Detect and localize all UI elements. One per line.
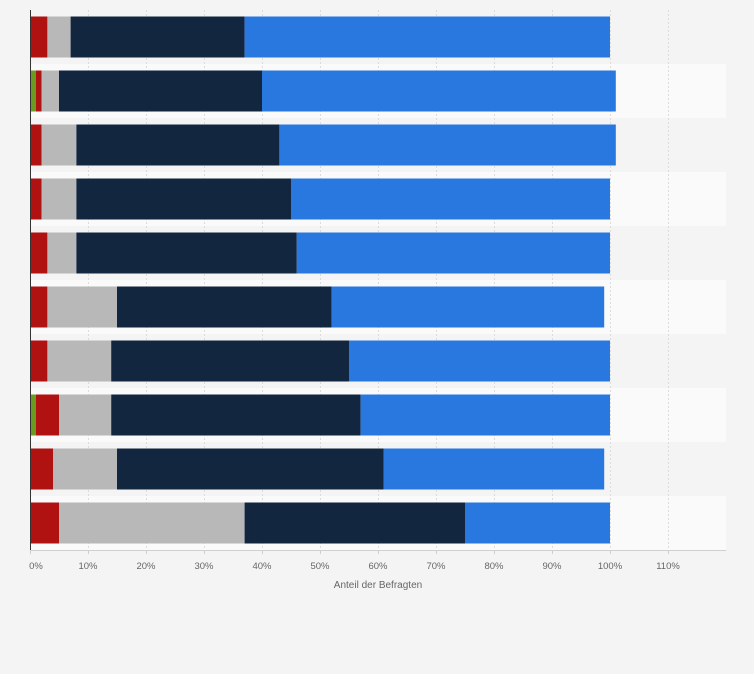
x-tick-label: 100% [598, 561, 623, 572]
bar-segment [47, 286, 117, 328]
bar-segment [360, 394, 610, 436]
bar-segment [59, 502, 245, 544]
bar-segment [59, 394, 112, 436]
bar-segment [30, 286, 48, 328]
x-tick-label: 20% [136, 561, 156, 572]
x-tick-label: 110% [656, 561, 680, 572]
bar-segment [76, 178, 292, 220]
x-axis: 0% 10% 20% 30% 40% 50% 60% 70% 80% 90% 100% 110% [29, 10, 726, 572]
bar-segment [47, 232, 77, 274]
bar-segments [30, 16, 616, 544]
bar-segment [30, 232, 48, 274]
bar-segment [35, 70, 42, 112]
bar-segment [111, 394, 361, 436]
bar-segment [76, 124, 280, 166]
bar-segment [59, 70, 262, 112]
bar-segment [30, 178, 42, 220]
bar-segment [30, 124, 42, 166]
x-tick-label: 80% [484, 561, 504, 572]
bar-segment [244, 16, 610, 58]
bar-segment [76, 232, 297, 274]
bar-segment [349, 340, 610, 382]
bar-segment [291, 178, 610, 220]
bar-segment [279, 124, 616, 166]
bar-segment [30, 340, 48, 382]
bar-segment [53, 448, 117, 490]
bar-segment [47, 16, 71, 58]
bar-segment [35, 394, 59, 436]
bar-segment [70, 16, 245, 58]
x-axis-title: Anteil der Befragten [334, 580, 422, 591]
x-tick-label: 30% [194, 561, 214, 572]
bar-segment [41, 70, 59, 112]
bar-segment [117, 286, 332, 328]
bar-segment [117, 448, 384, 490]
x-tick-label: 70% [426, 561, 446, 572]
x-tick-label: 60% [368, 561, 388, 572]
bar-segment [244, 502, 465, 544]
bar-segment [111, 340, 349, 382]
bar-segment [47, 340, 112, 382]
bar-segment [30, 448, 54, 490]
bar-segment [30, 16, 48, 58]
bar-segment [262, 70, 616, 112]
x-tick-label: 90% [542, 561, 562, 572]
x-tick-label: 40% [252, 561, 272, 572]
bar-segment [383, 448, 605, 490]
bar-segment [30, 70, 36, 112]
bar-segment [41, 124, 77, 166]
bar-segment [41, 178, 77, 220]
bar-segment [465, 502, 610, 544]
bar-segment [30, 502, 59, 544]
bar-segment [30, 394, 36, 436]
x-tick-label: 10% [78, 561, 98, 572]
x-tick-label: 0% [29, 561, 43, 572]
x-tick-label: 50% [310, 561, 330, 572]
bar-segment [331, 286, 605, 328]
bar-segment [296, 232, 610, 274]
